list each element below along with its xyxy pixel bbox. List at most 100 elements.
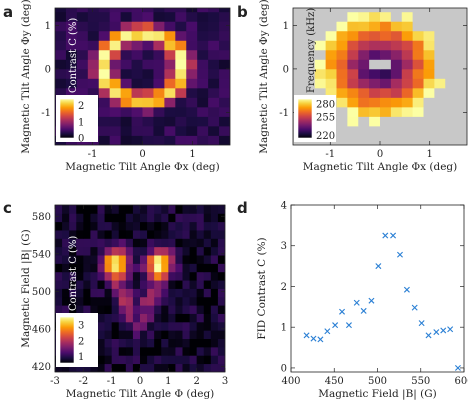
b-cell	[336, 135, 348, 145]
c-cell	[140, 230, 148, 239]
a-cell	[197, 87, 209, 98]
c-cell	[132, 313, 141, 323]
c-cell	[203, 313, 212, 323]
c-cell	[217, 346, 225, 356]
c-cell	[140, 330, 148, 339]
c-cell	[154, 213, 162, 223]
a-cell	[164, 21, 176, 32]
c-cell	[111, 288, 120, 298]
c-cell	[175, 238, 183, 248]
a-cell	[98, 21, 111, 32]
a-cell	[120, 21, 132, 32]
a-cell	[175, 125, 187, 136]
c-cell	[161, 221, 169, 231]
d-point	[454, 364, 461, 371]
c-cell	[132, 346, 141, 356]
c-cell	[90, 213, 98, 223]
c-cell	[90, 221, 98, 231]
a-cell	[175, 116, 187, 127]
c-cell	[147, 238, 155, 248]
b-cell	[456, 97, 467, 108]
c-cell	[210, 305, 219, 314]
d-point-stroke	[353, 299, 360, 306]
c-cell	[189, 346, 198, 356]
c-cell	[118, 305, 127, 314]
a-cell	[164, 125, 176, 136]
c-cell	[83, 205, 91, 214]
b-cell	[445, 8, 457, 13]
a-cell	[219, 125, 230, 136]
c-cell	[55, 213, 63, 223]
c-cell	[97, 263, 105, 273]
c-cell	[175, 221, 183, 231]
a-xtick-label: 1	[189, 149, 195, 160]
a-cell	[153, 8, 165, 13]
c-cell	[104, 313, 113, 323]
a-cell	[55, 78, 67, 89]
a-cell	[186, 97, 198, 108]
b-cell	[456, 106, 467, 117]
b-cell	[445, 116, 457, 127]
c-cell	[62, 221, 70, 231]
b-cell	[293, 87, 305, 98]
c-cell	[154, 205, 162, 214]
c-cell	[210, 338, 219, 348]
b-cell	[456, 135, 467, 145]
c-cell	[217, 221, 225, 231]
c-cell	[140, 255, 148, 264]
a-cell	[153, 97, 165, 108]
d-xtick-label: 600	[454, 376, 468, 387]
a-cell	[98, 11, 111, 22]
b-xlabel: Magnetic Tilt Angle Φx (deg)	[303, 161, 457, 173]
a-cell	[186, 8, 198, 13]
c-cell	[69, 205, 77, 214]
c-cell	[97, 355, 105, 365]
c-cell	[168, 338, 176, 348]
b-cell	[445, 87, 457, 98]
c-cell	[196, 280, 205, 289]
c-cell	[90, 305, 98, 314]
b-cell	[293, 78, 305, 89]
c-cell	[182, 246, 190, 256]
c-cell	[203, 246, 212, 256]
c-cell	[154, 338, 162, 348]
c-cell	[104, 238, 113, 248]
c-cell	[210, 280, 219, 289]
d-point-stroke	[368, 297, 375, 304]
b-cell	[336, 116, 348, 127]
c-cell	[125, 363, 134, 372]
c-cell	[55, 280, 63, 289]
b-cell	[336, 106, 348, 117]
a-cell	[65, 11, 78, 22]
c-cell	[175, 230, 183, 239]
c-cell	[125, 346, 134, 356]
c-cell	[55, 238, 63, 248]
b-cell	[358, 78, 370, 89]
a-cell	[186, 68, 198, 79]
c-cell	[132, 363, 141, 372]
c-cell	[118, 213, 127, 223]
a-cell	[109, 59, 122, 70]
a-cell	[175, 30, 187, 41]
c-cell	[175, 296, 183, 306]
a-cell	[142, 8, 154, 13]
c-cell	[111, 255, 120, 264]
c-xtick-label: -3	[50, 376, 60, 387]
c-cell	[90, 205, 98, 214]
b-cell	[336, 40, 348, 51]
c-cell	[147, 355, 155, 365]
c-cell	[111, 313, 120, 323]
c-cell	[175, 255, 183, 264]
b-cell	[456, 68, 467, 79]
c-cell	[55, 271, 63, 281]
c-cell	[175, 330, 183, 339]
b-cell	[401, 68, 414, 79]
d-point	[397, 251, 403, 258]
a-cell	[120, 40, 132, 51]
a-cell	[197, 68, 209, 79]
b-cell	[456, 30, 467, 41]
b-cell	[314, 30, 327, 41]
c-cell	[203, 338, 212, 348]
d-point	[332, 322, 339, 329]
